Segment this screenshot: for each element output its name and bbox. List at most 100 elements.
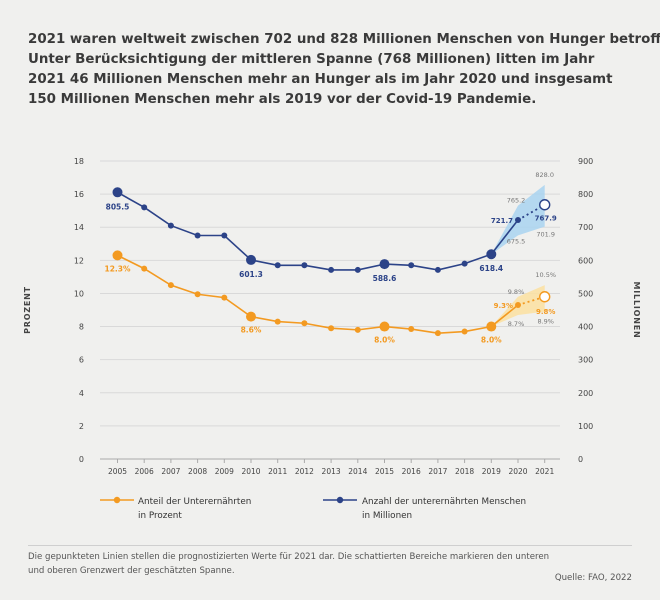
y-tick-label-left: 10 [74, 289, 84, 298]
percent-point [274, 318, 281, 325]
y-tick-label-right: 100 [578, 422, 593, 431]
x-tick-label: 2015 [375, 467, 394, 476]
million-label-2020: 721.7 [491, 217, 513, 225]
million-point [328, 266, 335, 273]
percent-label-2020: 9.3% [494, 302, 513, 310]
percent-point [515, 302, 521, 309]
x-tick-label: 2019 [482, 467, 501, 476]
percent-point-highlight [379, 321, 390, 332]
x-tick-label: 2021 [535, 467, 554, 476]
percent-point [194, 291, 201, 298]
y-tick-label-right: 200 [578, 389, 593, 398]
million-point [408, 262, 415, 269]
million-point [274, 262, 281, 269]
million-point-highlight [246, 254, 256, 265]
title-line-1: 2021 waren weltweit zwischen 702 und 828… [28, 32, 660, 47]
x-tick-label: 2011 [268, 467, 287, 476]
title-line-3: 2021 46 Millionen Menschen mehr an Hunge… [28, 72, 613, 87]
y-tick-label-right: 800 [578, 190, 593, 199]
million-point-highlight [112, 187, 123, 198]
percent-point [461, 328, 468, 335]
x-tick-label: 2018 [455, 467, 474, 476]
million-point-highlight [486, 249, 497, 260]
x-tick-label: 2017 [428, 467, 447, 476]
percent-point-highlight [246, 311, 256, 322]
y-tick-label-left: 0 [79, 455, 84, 464]
million-line [117, 191, 519, 271]
x-tick-label: 2009 [215, 467, 234, 476]
footer-divider [28, 545, 632, 546]
y-tick-label-left: 8 [79, 323, 84, 332]
percent-point [167, 282, 174, 289]
x-tick-label: 2012 [295, 467, 314, 476]
y-tick-label-left: 14 [74, 223, 84, 232]
million-band-label: 828.0 [535, 171, 554, 179]
percent-point [354, 326, 361, 333]
y-tick-label-right: 600 [578, 256, 593, 265]
percent-band-label: 8.7% [508, 320, 525, 328]
y-tick-label-left: 18 [74, 157, 84, 166]
y-tick-label-left: 6 [79, 356, 84, 365]
million-point [167, 222, 174, 229]
percent-band-label: 10.5% [535, 271, 556, 279]
percent-data-label: 8.6% [241, 326, 262, 335]
million-point [354, 266, 361, 273]
million-point-projected [539, 199, 551, 211]
x-tick-label: 2006 [135, 467, 154, 476]
percent-band-label: 9.8% [508, 288, 525, 296]
x-tick-label: 2013 [322, 467, 341, 476]
y-tick-label-right: 900 [578, 157, 593, 166]
million-band-label: 701.9 [536, 231, 555, 239]
y-tick-label-right: 400 [578, 323, 593, 332]
percent-data-label: 8.0% [374, 336, 395, 345]
million-point [515, 217, 521, 224]
percent-point [328, 325, 335, 332]
legend-orange-marker [113, 496, 121, 504]
million-data-label: 588.6 [373, 274, 397, 283]
million-data-label: 618.4 [479, 264, 503, 273]
y-tick-label-right: 300 [578, 356, 593, 365]
percent-point-projected [539, 291, 551, 303]
chart-title: 2021 waren weltweit zwischen 702 und 828… [28, 30, 660, 110]
y-axis-title-right: MILLIONEN [632, 282, 641, 339]
y-tick-label-left: 4 [79, 389, 84, 398]
y-tick-label-right: 700 [578, 223, 593, 232]
percent-point [301, 320, 308, 327]
x-tick-label: 2005 [108, 467, 127, 476]
legend-blue-marker [336, 496, 344, 504]
percent-point [141, 265, 148, 272]
y-tick-label-left: 12 [74, 256, 84, 265]
x-tick-label: 2010 [241, 467, 260, 476]
percent-label-2021: 9.8% [536, 308, 555, 316]
legend-orange-label: Anteil der Unterernährten in Prozent [138, 497, 252, 521]
million-point [141, 204, 148, 211]
title-line-4: 150 Millionen Menschen mehr als 2019 vor… [28, 92, 537, 107]
y-tick-label-right: 0 [578, 455, 583, 464]
percent-point [221, 294, 228, 301]
million-point [434, 266, 441, 273]
percent-band-label: 8.9% [537, 318, 554, 326]
million-band-label: 675.5 [507, 237, 526, 245]
title-line-2: Unter Berücksichtigung der mittleren Spa… [28, 52, 595, 67]
million-point [221, 232, 228, 239]
percent-data-label: 8.0% [481, 336, 502, 345]
million-band-label: 765.2 [507, 197, 526, 205]
million-point [461, 260, 468, 267]
million-data-label: 601.3 [239, 270, 263, 279]
percent-data-label: 12.3% [104, 264, 131, 273]
percent-point-highlight [486, 321, 497, 332]
x-tick-label: 2007 [161, 467, 180, 476]
x-tick-label: 2008 [188, 467, 207, 476]
x-tick-label: 2020 [508, 467, 527, 476]
percent-line [117, 254, 519, 334]
source-label: Quelle: FAO, 2022 [554, 573, 632, 583]
percent-point [434, 330, 441, 337]
million-data-label: 805.5 [106, 202, 130, 211]
x-tick-label: 2014 [348, 467, 367, 476]
y-tick-label-left: 2 [79, 422, 84, 431]
million-point [194, 232, 201, 239]
million-point-highlight [379, 259, 390, 270]
y-axis-title-left: PROZENT [23, 286, 32, 334]
y-tick-label-left: 16 [74, 190, 84, 199]
